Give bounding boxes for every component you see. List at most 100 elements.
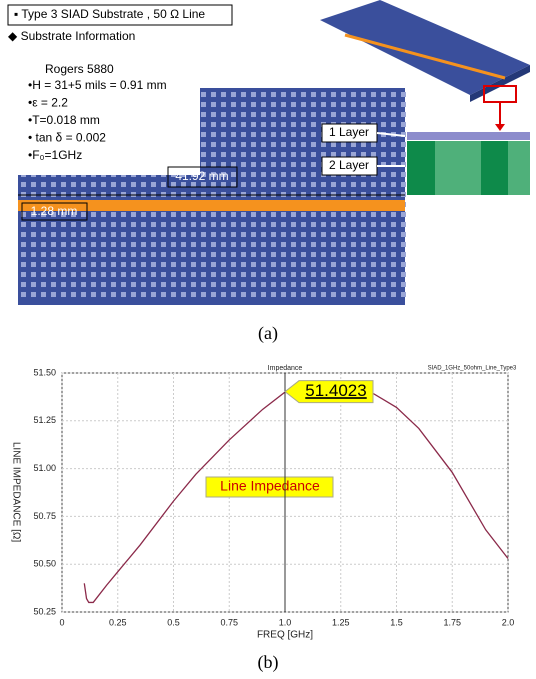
via: [181, 242, 186, 247]
x-tick-label: 0.25: [109, 617, 127, 627]
via: [231, 292, 236, 297]
via: [251, 152, 256, 157]
via: [361, 232, 366, 237]
x-tick-label: 2.0: [502, 617, 515, 627]
via: [41, 222, 46, 227]
figure-canvas: ▪ Type 3 SIAD Substrate , 50 Ω Line ◆ Su…: [0, 0, 536, 679]
chart: Impedance SIAD_1GHz_50ohm_Line_Type3 FRE…: [10, 365, 517, 641]
via: [371, 152, 376, 157]
via: [391, 262, 396, 267]
via: [301, 132, 306, 137]
via: [271, 182, 276, 187]
via: [161, 232, 166, 237]
via: [261, 242, 266, 247]
via: [141, 182, 146, 187]
layer-label: 1 Layer: [329, 125, 369, 139]
via: [371, 282, 376, 287]
via: [281, 182, 286, 187]
via: [311, 282, 316, 287]
via: [281, 222, 286, 227]
via: [351, 222, 356, 227]
via: [191, 212, 196, 217]
via: [61, 272, 66, 277]
via: [231, 142, 236, 147]
caption: (b): [258, 652, 279, 673]
via: [281, 262, 286, 267]
via: [91, 182, 96, 187]
via: [81, 252, 86, 257]
via: [31, 242, 36, 247]
via: [261, 102, 266, 107]
via: [21, 232, 26, 237]
via: [391, 232, 396, 237]
via: [281, 92, 286, 97]
via: [201, 162, 206, 167]
x-tick-label: 1.75: [443, 617, 461, 627]
via: [221, 282, 226, 287]
via: [111, 262, 116, 267]
via: [271, 92, 276, 97]
via: [331, 292, 336, 297]
via: [51, 282, 56, 287]
via: [91, 292, 96, 297]
via: [401, 172, 406, 177]
via: [311, 232, 316, 237]
via: [171, 252, 176, 257]
via: [271, 292, 276, 297]
via: [231, 282, 236, 287]
via: [31, 272, 36, 277]
via: [381, 172, 386, 177]
via: [331, 282, 336, 287]
via: [131, 252, 136, 257]
material: Rogers 5880: [45, 62, 114, 76]
via: [201, 92, 206, 97]
via: [401, 212, 406, 217]
via: [101, 262, 106, 267]
via: [241, 112, 246, 117]
via: [301, 162, 306, 167]
via: [141, 282, 146, 287]
via: [81, 232, 86, 237]
via: [341, 142, 346, 147]
via: [211, 152, 216, 157]
spec: •ε = 2.2: [28, 96, 68, 110]
via: [121, 262, 126, 267]
via: [251, 132, 256, 137]
via: [231, 162, 236, 167]
via: [91, 222, 96, 227]
via: [221, 92, 226, 97]
via: [241, 122, 246, 127]
via: [161, 242, 166, 247]
via: [381, 152, 386, 157]
via: [131, 242, 136, 247]
via: [281, 132, 286, 137]
layer-2-via: [508, 141, 530, 195]
via: [151, 212, 156, 217]
via: [261, 172, 266, 177]
via: [131, 232, 136, 237]
via: [71, 232, 76, 237]
via: [381, 262, 386, 267]
via: [141, 232, 146, 237]
via: [241, 182, 246, 187]
via: [111, 182, 116, 187]
via: [291, 142, 296, 147]
via: [351, 232, 356, 237]
via: [321, 272, 326, 277]
via: [301, 272, 306, 277]
via: [241, 162, 246, 167]
via: [191, 262, 196, 267]
via: [211, 102, 216, 107]
via: [391, 282, 396, 287]
via: [381, 182, 386, 187]
via: [101, 282, 106, 287]
via: [241, 232, 246, 237]
via: [371, 102, 376, 107]
via: [271, 162, 276, 167]
via: [101, 212, 106, 217]
via: [191, 292, 196, 297]
via: [251, 262, 256, 267]
via: [361, 292, 366, 297]
via: [241, 282, 246, 287]
via: [211, 292, 216, 297]
